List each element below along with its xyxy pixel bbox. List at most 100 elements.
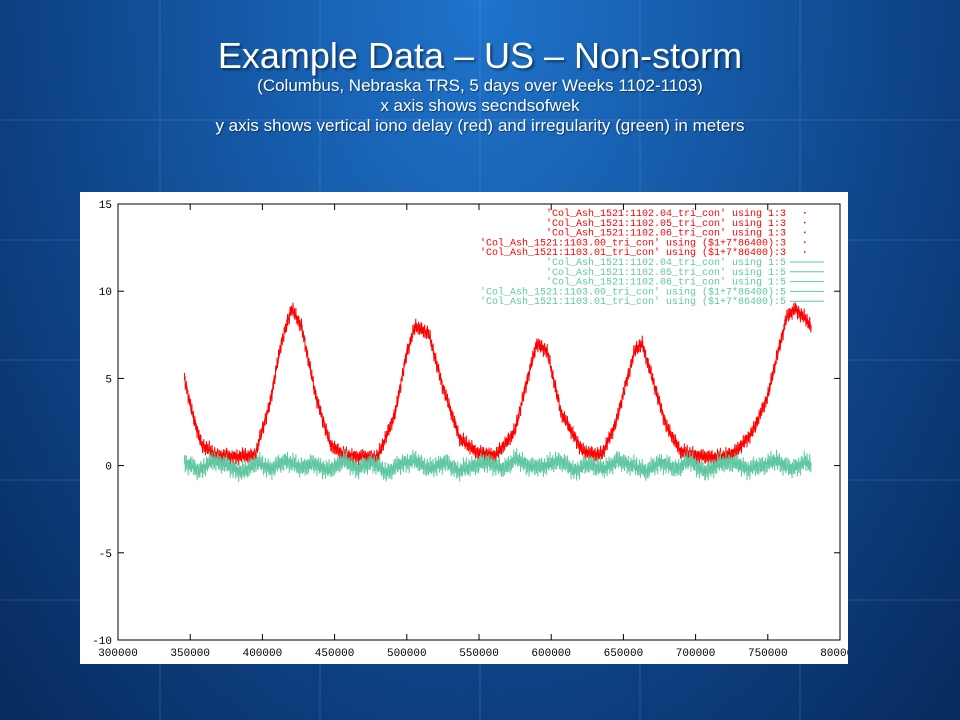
delay-data-point — [720, 456, 723, 458]
delay-series-line — [183, 302, 812, 466]
subtitle-line: (Columbus, Nebraska TRS, 5 days over Wee… — [257, 76, 703, 95]
irregularity-data-point — [443, 461, 445, 463]
delay-data-point — [290, 308, 292, 310]
delay-data-point — [280, 342, 282, 345]
irregularity-data-point — [241, 471, 243, 474]
delay-data-point — [735, 451, 737, 453]
irregularity-data-point — [371, 461, 373, 463]
irregularity-data-point — [313, 463, 315, 465]
y-tick-label: 5 — [105, 374, 112, 386]
legend-marker — [804, 212, 806, 214]
y-tick-label: 0 — [105, 462, 112, 474]
slide-title: Example Data – US – Non-storm — [217, 35, 743, 76]
irregularity-data-point — [515, 458, 518, 460]
irregularity-data-point — [732, 461, 734, 463]
irregularity-data-point — [689, 459, 691, 461]
legend-marker — [804, 231, 806, 234]
delay-data-point — [526, 381, 528, 383]
delay-data-point — [560, 412, 562, 414]
subtitle-line: x axis shows secndsofwek — [380, 96, 580, 115]
delay-data-point — [666, 426, 668, 428]
irregularity-data-point — [357, 468, 359, 470]
delay-data-point — [514, 430, 516, 432]
irregularity-data-point — [458, 470, 460, 472]
delay-data-point — [406, 351, 408, 353]
delay-data-point — [546, 349, 548, 352]
delay-data-point — [582, 451, 584, 453]
delay-data-point — [625, 381, 627, 383]
legend-entry-label: 'Col_Ash_1521:1102.04_tri_con' using 1:3 — [546, 208, 786, 220]
irregularity-data-point — [212, 459, 214, 461]
irregularity-data-point — [790, 468, 792, 470]
chart: 300000 350000 400000 450000 500000 550000 6000… — [92, 200, 860, 660]
legend-entry-label: 'Col_Ash_1521:1103.00_tri_con' using ($1… — [480, 286, 786, 298]
delay-data-point — [192, 416, 194, 418]
y-tick-label: -10 — [92, 636, 112, 648]
irregularity-data-point — [674, 468, 676, 470]
y-tick-label: 10 — [99, 287, 112, 299]
irregularity-data-point — [602, 468, 604, 470]
legend-entry-label: 'Col_Ash_1521:1103.01_tri_con' using ($1… — [480, 247, 786, 259]
irregularity-data-point — [429, 468, 431, 470]
delay-data-point — [201, 444, 203, 446]
legend-entry-label: 'Col_Ash_1521:1102.05_tri_con' using 1:3 — [546, 218, 786, 230]
irregularity-series-layer — [183, 447, 812, 483]
legend-entry-label: 'Col_Ash_1521:1102.04_tri_con' using 1:5 — [546, 257, 786, 269]
irregularity-data-point — [617, 459, 619, 461]
x-tick-label: 550000 — [459, 648, 499, 660]
irregularity-data-point — [775, 459, 778, 461]
legend-entry-label: 'Col_Ash_1521:1102.06_tri_con' using 1:5 — [546, 277, 786, 289]
delay-data-point — [810, 325, 812, 327]
delay-data-point — [215, 454, 217, 456]
irregularity-data-point — [703, 471, 705, 474]
irregularity-data-point — [328, 470, 330, 472]
legend-marker — [804, 221, 806, 224]
irregularity-data-point — [501, 468, 503, 470]
irregularity-data-point — [284, 459, 287, 461]
delay-data-point — [495, 454, 497, 456]
irregularity-data-point — [810, 463, 812, 465]
legend-entry-label: 'Col_Ash_1521:1103.00_tri_con' using ($1… — [480, 237, 786, 249]
slide-title-block: Example Data – US – Non-storm (Columbus,… — [0, 36, 960, 136]
irregularity-data-point — [645, 470, 648, 472]
delay-data-point — [329, 444, 331, 446]
irregularity-data-point — [761, 465, 763, 467]
delay-data-point — [601, 454, 603, 456]
irregularity-data-point — [559, 459, 561, 461]
delay-data-point — [702, 456, 704, 458]
x-tick-label: 400000 — [243, 648, 283, 660]
legend-marker — [804, 251, 806, 253]
delay-data-point — [641, 342, 643, 345]
irregularity-data-point — [544, 465, 547, 467]
legend-entry-label: 'Col_Ash_1521:1102.05_tri_con' using 1:5 — [546, 267, 786, 279]
delay-data-point — [442, 386, 444, 388]
irregularity-data-point — [660, 461, 662, 463]
x-tick-label: 700000 — [676, 648, 716, 660]
y-tick-label: -5 — [99, 549, 112, 561]
delay-data-point — [803, 316, 805, 318]
irregularity-data-point — [472, 465, 474, 467]
x-tick-label: 600000 — [531, 648, 571, 660]
delay-data-point — [232, 456, 235, 458]
irregularity-data-point — [198, 470, 200, 472]
legend-entry-label: 'Col_Ash_1521:1103.01_tri_con' using ($1… — [480, 296, 786, 308]
delay-data-point — [358, 456, 360, 458]
irregularity-data-point — [588, 463, 590, 465]
irregularity-data-point — [631, 465, 633, 467]
y-tick-label: 15 — [99, 200, 112, 212]
x-tick-label: 350000 — [170, 648, 210, 660]
irregularity-data-point — [530, 466, 532, 468]
legend-marker — [804, 241, 806, 243]
x-tick-label: 650000 — [604, 648, 644, 660]
irregularity-data-point — [573, 470, 575, 472]
delay-data-point — [269, 403, 271, 406]
delay-data-point — [478, 452, 480, 454]
subtitle-line: y axis shows vertical iono delay (red) a… — [215, 116, 745, 135]
delay-data-point — [767, 395, 769, 397]
delay-data-point — [634, 349, 636, 352]
irregularity-data-point — [299, 466, 301, 468]
delay-data-point — [536, 342, 538, 345]
delay-data-point — [459, 438, 461, 441]
delay-data-point — [414, 325, 417, 327]
irregularity-data-point — [385, 471, 388, 474]
